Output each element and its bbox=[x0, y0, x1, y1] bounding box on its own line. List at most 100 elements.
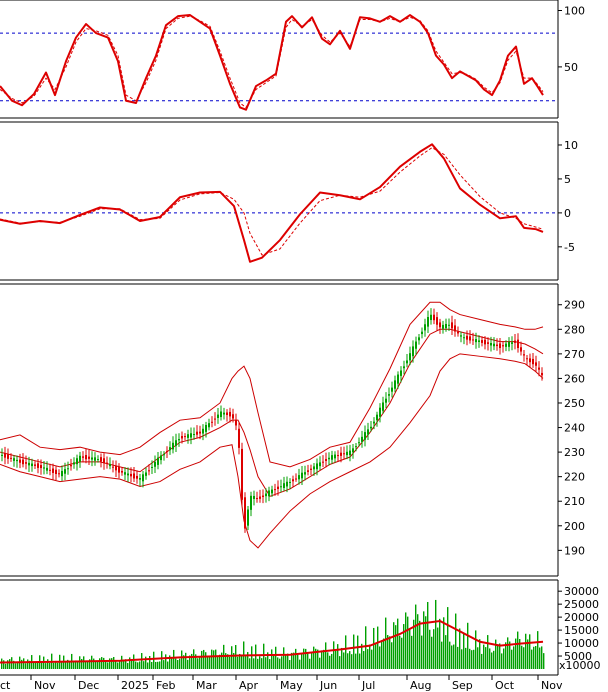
candle bbox=[427, 310, 429, 334]
volume-bar bbox=[493, 650, 495, 669]
candle-body bbox=[481, 340, 483, 343]
candle bbox=[388, 387, 390, 403]
volume-bar bbox=[405, 612, 407, 669]
candle-body bbox=[409, 353, 411, 361]
candle-body bbox=[58, 473, 60, 475]
x-tick-label: Nov bbox=[541, 679, 563, 692]
band-lower-line bbox=[0, 353, 544, 549]
candle-body bbox=[325, 459, 327, 461]
candle bbox=[157, 451, 159, 470]
volume-bar bbox=[179, 658, 181, 669]
candle-body bbox=[229, 411, 231, 417]
candle bbox=[52, 463, 54, 480]
volume-bar bbox=[197, 658, 199, 669]
candle bbox=[382, 396, 384, 414]
volume-bar bbox=[293, 652, 295, 669]
volume-bar bbox=[265, 657, 267, 669]
volume-bar bbox=[209, 656, 211, 669]
candle bbox=[409, 346, 411, 366]
volume-bar bbox=[499, 643, 501, 669]
volume-bar bbox=[397, 618, 399, 669]
candle-body bbox=[430, 314, 432, 321]
candle bbox=[424, 318, 426, 337]
candle bbox=[292, 475, 294, 487]
volume-bar bbox=[55, 660, 57, 669]
candle bbox=[85, 448, 87, 464]
candle-body bbox=[109, 464, 111, 467]
volume-bar bbox=[53, 662, 55, 669]
volume-bar bbox=[77, 662, 79, 669]
candle bbox=[400, 366, 402, 383]
volume-bar bbox=[355, 653, 357, 669]
candle-body bbox=[100, 457, 102, 462]
candle-body bbox=[184, 436, 186, 438]
candle bbox=[25, 455, 27, 470]
volume-bar bbox=[515, 638, 517, 669]
volume-bar bbox=[267, 652, 269, 669]
volume-bar bbox=[449, 641, 451, 669]
candle bbox=[322, 455, 324, 468]
volume-bar bbox=[111, 658, 113, 669]
candle-body bbox=[145, 472, 147, 476]
candle bbox=[478, 335, 480, 348]
volume-bar bbox=[441, 641, 443, 669]
candle-body bbox=[373, 421, 375, 424]
volume-bar bbox=[177, 660, 179, 669]
y-tick-label: 50 bbox=[564, 61, 578, 74]
candle-body bbox=[181, 435, 183, 439]
volume-bar bbox=[519, 638, 521, 669]
candle-body bbox=[187, 434, 189, 438]
candle bbox=[514, 333, 516, 350]
x-tick-label: 2025 bbox=[121, 679, 149, 692]
candle-body bbox=[496, 344, 498, 347]
volume-bar bbox=[533, 646, 535, 669]
candle-body bbox=[241, 448, 243, 500]
volume-bar bbox=[381, 640, 383, 669]
volume-bar bbox=[127, 662, 129, 669]
candle-body bbox=[73, 462, 75, 465]
volume-bar bbox=[195, 654, 197, 669]
volume-bar bbox=[337, 644, 339, 669]
volume-bar bbox=[273, 655, 275, 669]
volume-bar bbox=[529, 634, 531, 669]
volume-bar bbox=[509, 641, 511, 669]
candle bbox=[46, 461, 48, 475]
volume-bar bbox=[383, 638, 385, 669]
volume-bar bbox=[361, 643, 363, 669]
volume-bar bbox=[153, 651, 155, 669]
volume-bar bbox=[391, 642, 393, 669]
candle bbox=[205, 421, 207, 438]
candle bbox=[160, 451, 162, 465]
candle-body bbox=[415, 341, 417, 349]
candle bbox=[265, 488, 267, 503]
volume-bar bbox=[13, 660, 15, 669]
volume-bar bbox=[251, 646, 253, 669]
candle bbox=[31, 458, 33, 472]
volume-bar bbox=[255, 644, 257, 669]
candle bbox=[385, 392, 387, 409]
candle bbox=[127, 467, 129, 482]
candle-body bbox=[421, 331, 423, 335]
candle bbox=[166, 446, 168, 459]
volume-bar bbox=[475, 630, 477, 669]
candle-body bbox=[235, 420, 237, 426]
y-tick-label: 190 bbox=[564, 544, 585, 557]
volume-bar bbox=[497, 644, 499, 669]
candle bbox=[220, 405, 222, 421]
volume-bar bbox=[339, 656, 341, 669]
candle bbox=[319, 456, 321, 471]
candle bbox=[7, 448, 9, 464]
candle-body bbox=[535, 362, 537, 366]
volume-bar bbox=[103, 657, 105, 669]
candle bbox=[421, 327, 423, 339]
candle bbox=[241, 442, 243, 507]
volume-bar bbox=[469, 648, 471, 669]
x-tick-label: May bbox=[280, 679, 303, 692]
candle bbox=[115, 460, 117, 477]
volume-bar bbox=[33, 661, 35, 669]
candle-body bbox=[307, 470, 309, 472]
volume-bar bbox=[183, 655, 185, 669]
volume-bar bbox=[95, 660, 97, 669]
volume-bar bbox=[379, 646, 381, 669]
